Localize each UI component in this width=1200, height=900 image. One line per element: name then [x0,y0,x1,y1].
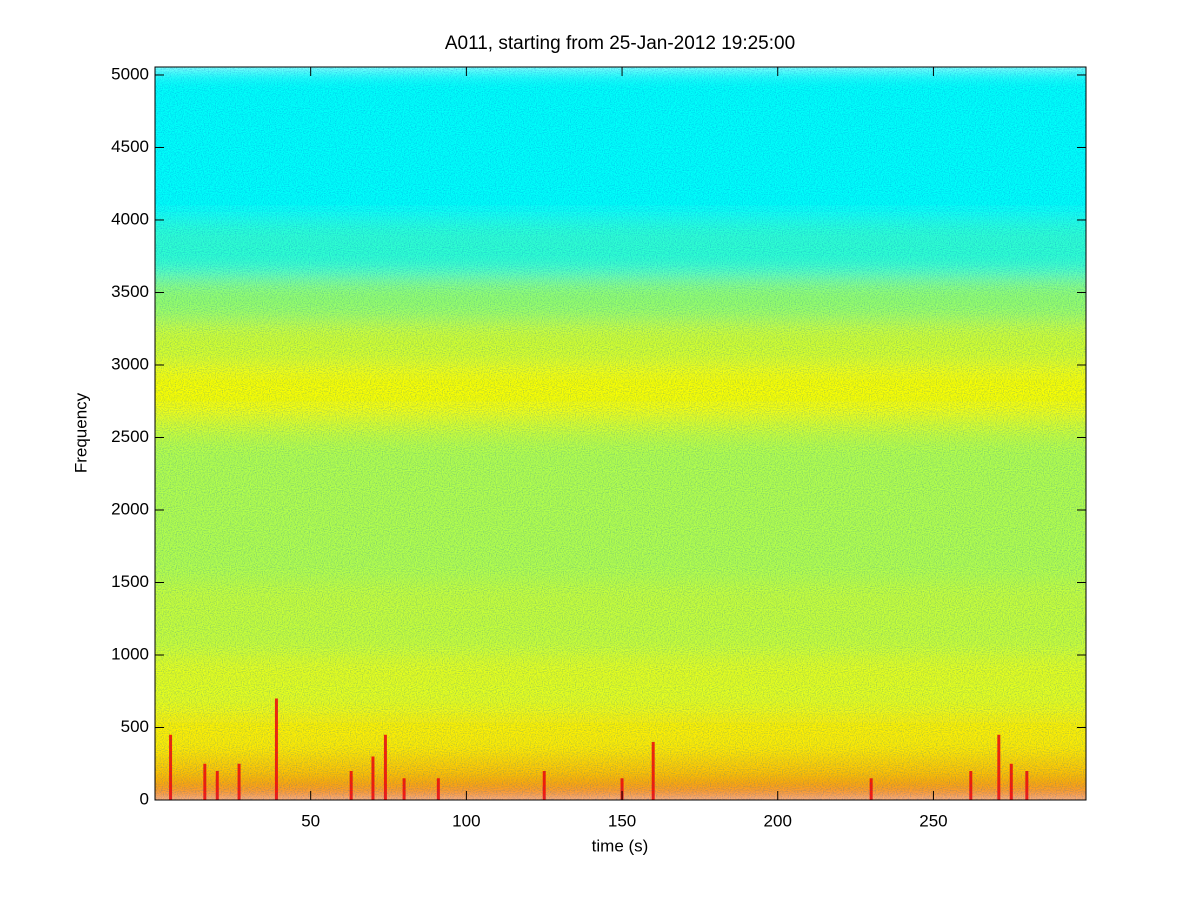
y-tick-label: 0 [140,789,149,808]
y-tick-label: 2000 [111,499,149,518]
x-tick-label: 50 [301,811,320,830]
y-tick-label: 4500 [111,137,149,156]
y-axis-label: Frequency [71,392,90,473]
y-tick-label: 5000 [111,64,149,83]
x-tick-label: 200 [764,811,792,830]
y-tick-label: 3000 [111,354,149,373]
x-tick-label: 250 [919,811,947,830]
y-tick-label: 500 [121,717,149,736]
chart-title: A011, starting from 25-Jan-2012 19:25:00 [445,33,795,54]
noise-texture [155,67,1086,800]
y-tick-label: 1000 [111,644,149,663]
y-tick-label: 4000 [111,209,149,228]
plot-area [155,67,1086,800]
y-tick-label: 2500 [111,427,149,446]
y-tick-label: 3500 [111,282,149,301]
x-axis-label: time (s) [592,836,649,855]
ticks: 50 100 150 200 25005001000150020002500300035… [111,64,1086,830]
x-tick-label: 100 [452,811,480,830]
x-tick-label: 150 [608,811,636,830]
y-tick-label: 1500 [111,572,149,591]
axes-box [154,66,1087,801]
